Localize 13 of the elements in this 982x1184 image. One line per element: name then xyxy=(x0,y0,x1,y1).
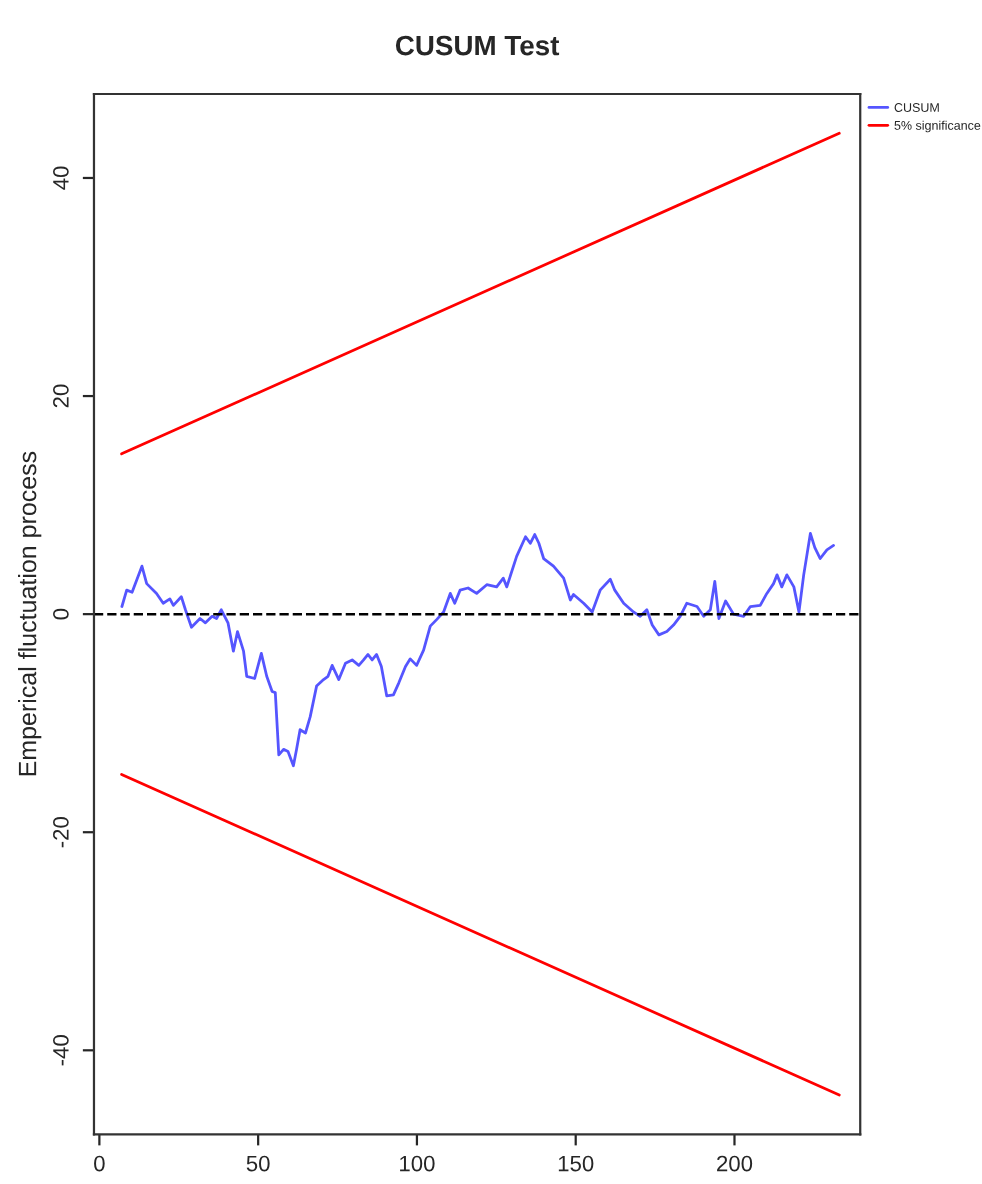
y-axis-title: Emperical fluctuation process xyxy=(18,451,42,776)
x-tick-label: 0 xyxy=(94,1155,105,1172)
x-tick-label: 150 xyxy=(558,1155,594,1172)
y-tick-label: 40 xyxy=(53,166,69,190)
y-tick-label: 0 xyxy=(53,608,69,620)
y-tick-label: 20 xyxy=(53,384,69,408)
x-tick-label: 100 xyxy=(400,1155,435,1172)
y-tick-label: -20 xyxy=(53,817,69,848)
y-tick-label: -40 xyxy=(53,1035,69,1066)
x-tick-label: 200 xyxy=(717,1155,753,1172)
line-series xyxy=(120,532,835,768)
x-tick-label: 50 xyxy=(246,1155,270,1172)
chart-title: CUSUM Test xyxy=(395,35,560,56)
